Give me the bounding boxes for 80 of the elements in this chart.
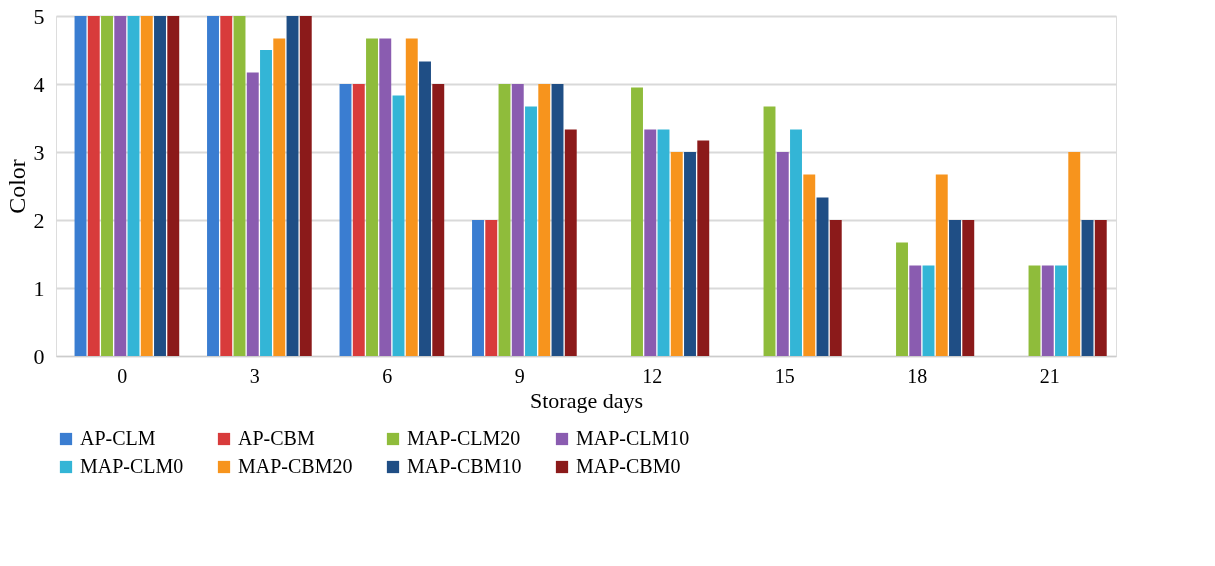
bar (803, 174, 816, 356)
bar (1055, 265, 1067, 356)
x-tick-label: 0 (117, 364, 128, 387)
bar (419, 61, 431, 356)
bar (551, 84, 564, 356)
bar (1068, 152, 1081, 356)
bar (644, 129, 657, 356)
bar (339, 84, 352, 356)
bar (511, 84, 524, 356)
y-tick-label: 1 (33, 275, 45, 301)
bar (525, 106, 537, 356)
bar (220, 16, 233, 356)
legend-label: MAP-CBM0 (576, 455, 681, 477)
y-tick-label: 3 (33, 139, 45, 165)
y-tick-label: 2 (33, 207, 45, 233)
x-tick-label: 21 (1039, 364, 1060, 387)
bar (233, 16, 246, 356)
legend-label: MAP-CBM20 (238, 455, 353, 477)
bar (273, 38, 286, 356)
bar (896, 242, 908, 356)
y-axis-title: Color (3, 159, 30, 214)
bar (829, 220, 842, 356)
y-tick-label: 4 (33, 71, 45, 97)
bar (405, 38, 418, 356)
bar (962, 220, 975, 356)
x-tick-label: 18 (907, 364, 928, 387)
y-tick-label: 0 (33, 343, 45, 369)
bar (154, 16, 166, 356)
bar (432, 84, 445, 356)
bar (1041, 265, 1054, 356)
bar (87, 16, 100, 356)
bar (697, 140, 710, 356)
bar (763, 106, 776, 356)
legend-label: MAP-CLM20 (407, 427, 521, 449)
bar (922, 265, 935, 356)
bar (909, 265, 922, 356)
x-tick-label: 3 (249, 364, 260, 387)
bar (1094, 220, 1107, 356)
legend-label: MAP-CLM10 (576, 427, 690, 449)
bar (140, 16, 153, 356)
x-tick-label: 6 (382, 364, 393, 387)
bar (379, 38, 392, 356)
x-tick-label: 12 (642, 364, 663, 387)
bar (114, 16, 127, 356)
legend-label: AP-CBM (238, 427, 315, 449)
bar (299, 16, 312, 356)
bar (260, 50, 272, 356)
bar (127, 16, 140, 356)
legend-label: MAP-CLM0 (80, 455, 184, 477)
x-axis-title: Storage days (529, 387, 644, 413)
bar (392, 95, 405, 356)
bar (472, 220, 484, 356)
bar (366, 38, 378, 356)
bar (631, 87, 643, 356)
bar (1081, 220, 1094, 356)
bar (101, 16, 113, 356)
bar (207, 16, 219, 356)
bar (564, 129, 577, 356)
bar (949, 220, 961, 356)
y-tick-label: 5 (33, 3, 45, 29)
legend-label: AP-CLM (80, 427, 156, 449)
bar (74, 16, 87, 356)
bar (670, 152, 683, 356)
bar (246, 72, 259, 356)
bar (286, 16, 299, 356)
bar (816, 197, 829, 356)
bar (352, 84, 365, 356)
bar (790, 129, 802, 356)
bar (776, 152, 789, 356)
bar (498, 84, 511, 356)
bar (167, 16, 180, 356)
bar (657, 129, 670, 356)
x-tick-label: 9 (514, 364, 525, 387)
bar (684, 152, 696, 356)
legend-label: MAP-CBM10 (407, 455, 522, 477)
bar (538, 84, 551, 356)
bar (1028, 265, 1041, 356)
bar (485, 220, 498, 356)
x-tick-label: 15 (774, 364, 795, 387)
bar (935, 174, 948, 356)
